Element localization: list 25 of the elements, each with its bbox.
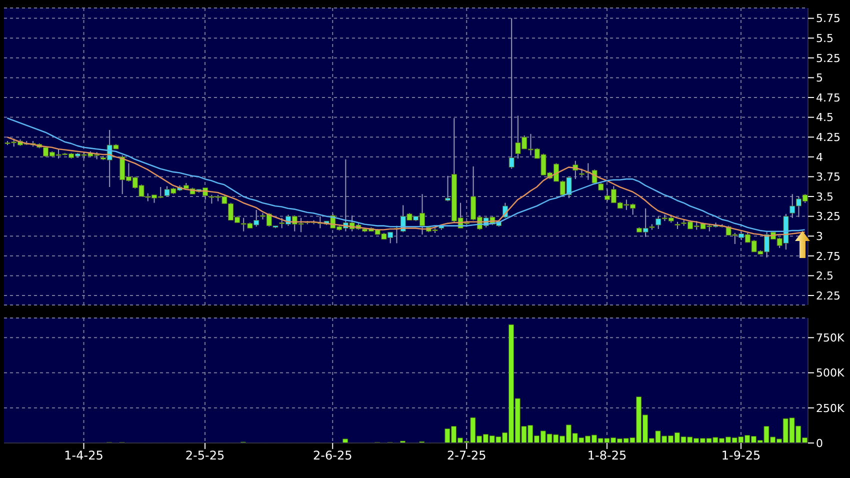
x-tick-label: 1-8-25 <box>587 448 627 463</box>
y-tick-label: 500K <box>816 366 845 380</box>
y-tick-label: 2.25 <box>816 289 840 302</box>
y-tick-label: 750K <box>816 332 845 345</box>
y-tick-label: 3.25 <box>816 210 840 224</box>
y-tick-label: 250K <box>816 402 845 415</box>
y-tick-label: 5 <box>816 72 823 85</box>
x-tick-label: 1-9-25 <box>721 448 761 463</box>
y-tick-label: 3.5 <box>816 190 834 204</box>
x-tick-label: 2-5-25 <box>185 448 225 463</box>
y-tick-label: 5.25 <box>816 52 840 65</box>
x-tick-label: 2-6-25 <box>313 448 352 463</box>
y-tick-label: 3.75 <box>816 170 840 184</box>
y-tick-label: 4.25 <box>816 131 840 144</box>
y-tick-label: 0 <box>816 436 823 450</box>
x-tick-label: 2-7-25 <box>447 448 486 463</box>
y-tick-label: 4.5 <box>816 111 834 124</box>
y-tick-label: 2.5 <box>816 270 834 283</box>
y-tick-label: 5.5 <box>816 32 834 45</box>
y-tick-label: 2.75 <box>816 250 840 263</box>
y-tick-label: 5.75 <box>816 12 840 26</box>
y-tick-label: 3 <box>816 230 823 243</box>
x-tick-label: 1-4-25 <box>64 448 104 463</box>
y-tick-label: 4 <box>816 150 823 164</box>
y-tick-label: 4.75 <box>816 91 840 104</box>
